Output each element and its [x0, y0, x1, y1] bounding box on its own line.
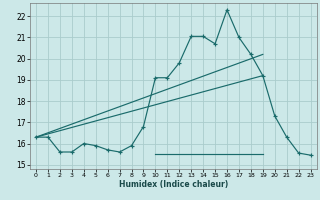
X-axis label: Humidex (Indice chaleur): Humidex (Indice chaleur)	[119, 180, 228, 189]
